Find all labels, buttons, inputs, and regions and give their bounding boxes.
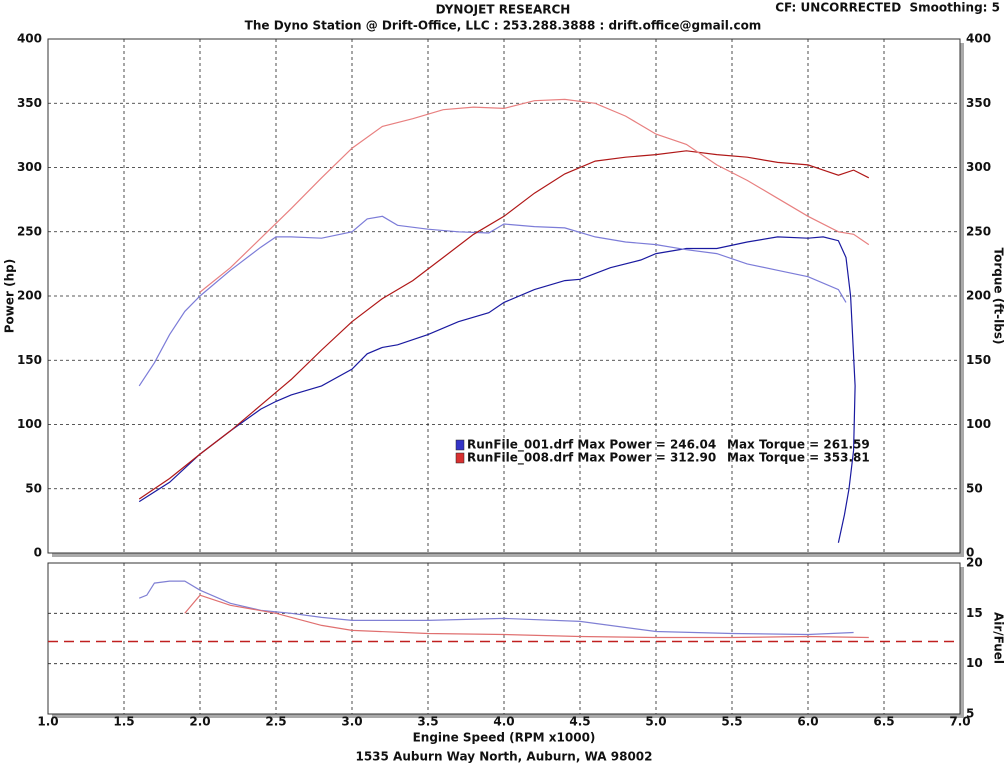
- legend-swatch: [455, 452, 465, 464]
- legend-label: RunFile_008.drf Max Power = 312.90: [467, 451, 716, 466]
- y-tick-label: 300: [17, 160, 42, 174]
- x-tick-label: 4.5: [569, 715, 590, 729]
- y2-tick-label: 0: [966, 546, 974, 560]
- x-tick-label: 1.5: [113, 715, 134, 729]
- x-tick-label: 1.0: [37, 715, 58, 729]
- y2-axis-title: Torque (ft-lbs): [992, 248, 1006, 345]
- series-line: [184, 594, 869, 639]
- chart-title: DYNOJET RESEARCH: [436, 3, 571, 17]
- legend-label: RunFile_001.drf Max Power = 246.04: [467, 438, 716, 453]
- y2-tick-label: 10: [966, 656, 983, 670]
- y2-tick-label: 400: [966, 32, 991, 46]
- x-tick-label: 3.0: [341, 715, 362, 729]
- x-tick-label: 2.0: [189, 715, 210, 729]
- legend-label: Max Torque = 261.59: [727, 438, 870, 452]
- x-tick-label: 5.0: [645, 715, 666, 729]
- series-line: [138, 580, 854, 636]
- series-line: [138, 215, 847, 387]
- y-tick-label: 100: [17, 417, 42, 431]
- legend-label: Max Torque = 353.81: [727, 451, 870, 465]
- y-tick-label: 250: [17, 224, 42, 238]
- series-line: [138, 236, 856, 543]
- x-tick-label: 5.5: [721, 715, 742, 729]
- y2-tick-label: 15: [966, 606, 983, 620]
- y2-tick-label: 300: [966, 160, 991, 174]
- y2-tick-label: 20: [966, 556, 983, 570]
- y2-tick-label: 50: [966, 481, 983, 495]
- y2-tick-label: 200: [966, 289, 991, 303]
- y2-tick-label: 150: [966, 353, 991, 367]
- x-tick-label: 6.5: [873, 715, 894, 729]
- x-tick-label: 2.5: [265, 715, 286, 729]
- y-axis-title: Power (hp): [3, 259, 17, 333]
- series-line: [138, 150, 870, 500]
- y2-tick-label: 5: [966, 707, 974, 721]
- legend-swatch: [455, 439, 465, 451]
- y-tick-label: 50: [25, 481, 42, 495]
- x-tick-label: 3.5: [417, 715, 438, 729]
- x-tick-label: 4.0: [493, 715, 514, 729]
- corner-note: CF: UNCORRECTED Smoothing: 5: [775, 1, 1000, 15]
- x-axis-title: Engine Speed (RPM x1000): [413, 731, 596, 745]
- x-tick-label: 7.0: [949, 715, 970, 729]
- y-tick-label: 200: [17, 289, 42, 303]
- y-tick-label: 0: [34, 546, 42, 560]
- x-tick-label: 6.0: [797, 715, 818, 729]
- footer: 1535 Auburn Way North, Auburn, WA 98002: [355, 750, 652, 763]
- y2-axis-title: Air/Fuel: [992, 612, 1006, 664]
- y2-tick-label: 100: [966, 417, 991, 431]
- series-line: [199, 98, 870, 293]
- y-tick-label: 350: [17, 96, 42, 110]
- chart-subtitle: The Dyno Station @ Drift-Office, LLC : 2…: [245, 19, 762, 33]
- y2-tick-label: 350: [966, 96, 991, 110]
- y-tick-label: 400: [17, 32, 42, 46]
- y2-tick-label: 250: [966, 224, 991, 238]
- y-tick-label: 150: [17, 353, 42, 367]
